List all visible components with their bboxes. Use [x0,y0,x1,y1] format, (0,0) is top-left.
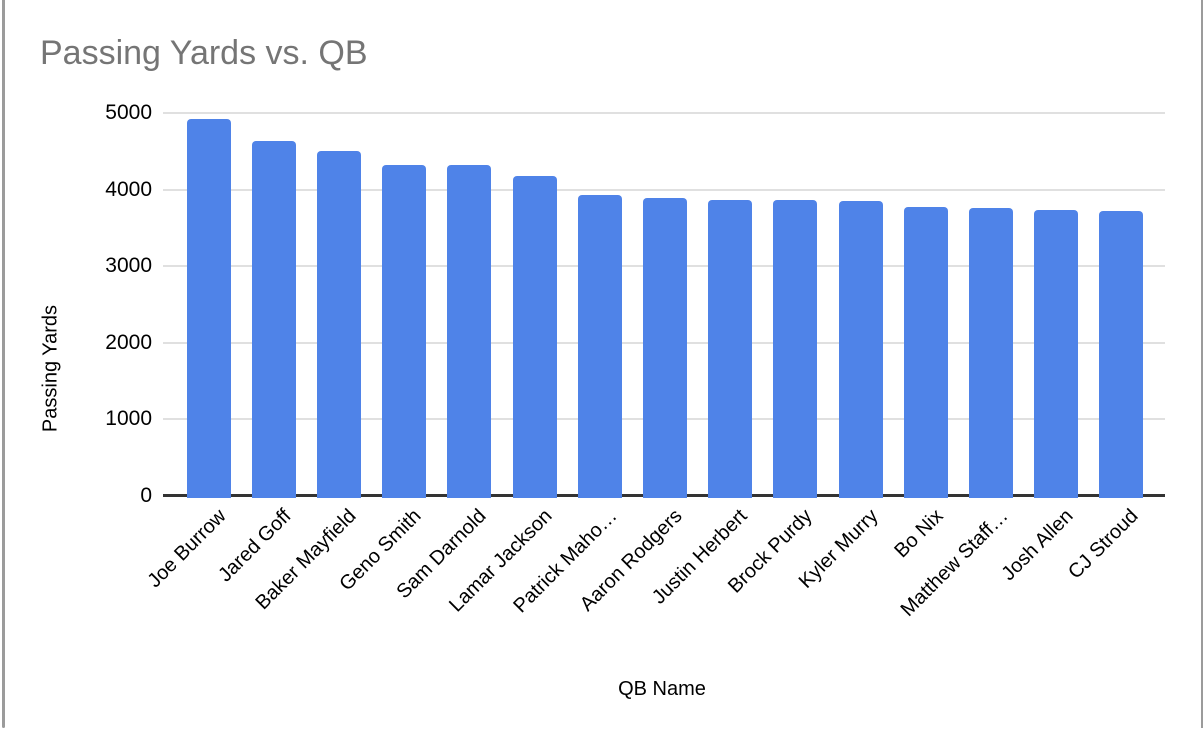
bar-josh-allen[interactable] [1034,210,1079,498]
x-axis-title: QB Name [618,678,706,700]
window-border-left [2,0,5,728]
bar-cj-stroud[interactable] [1099,210,1144,498]
bar-justin-herbert[interactable] [708,199,753,498]
bar-kyler-murry[interactable] [838,201,883,498]
y-tick-label-1000: 1000 [105,407,152,431]
bar-lamar-jackson[interactable] [512,176,557,498]
bar-bo-nix[interactable] [903,206,948,498]
y-tick-label-4000: 4000 [105,177,152,201]
window-border-right [1201,0,1203,728]
bar-matthew-staff[interactable] [969,207,1013,498]
gridline-4000 [163,188,1165,191]
bar-brock-purdy[interactable] [773,200,818,498]
y-axis-title: Passing Yards [39,304,62,433]
bar-aaron-rodgers[interactable] [643,197,687,498]
y-tick-label-2000: 2000 [105,330,152,354]
bar-jared-goff[interactable] [251,141,296,498]
y-tick-label-0: 0 [140,484,152,507]
bar-sam-darnold[interactable] [447,165,492,498]
bar-baker-mayfield[interactable] [317,151,361,498]
bar-geno-smith[interactable] [382,165,427,498]
y-tick-label-5000: 5000 [105,101,152,124]
chart-title: Passing Yards vs. QB [40,34,368,72]
bar-joe-burrow[interactable] [186,119,231,498]
gridline-5000 [163,112,1165,114]
plot-area [163,112,1165,498]
bar-patrick-maho[interactable] [577,195,622,498]
y-tick-label-3000: 3000 [105,254,152,278]
